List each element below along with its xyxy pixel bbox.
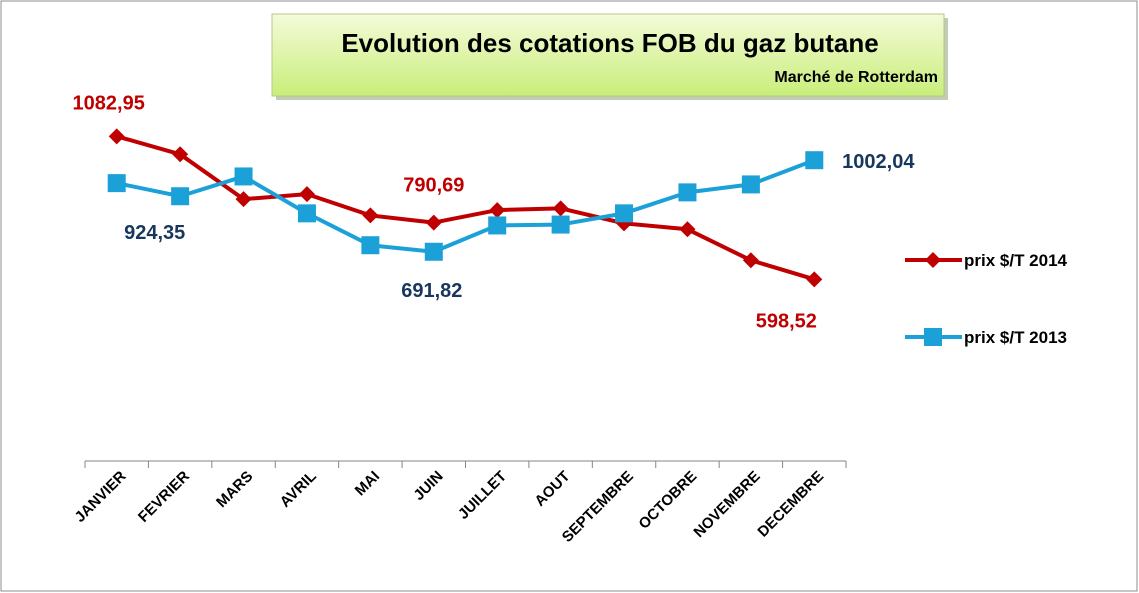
marker xyxy=(171,187,190,206)
marker xyxy=(488,216,507,235)
marker xyxy=(615,204,634,223)
marker xyxy=(678,183,697,202)
marker xyxy=(679,221,696,238)
marker xyxy=(806,271,823,288)
marker xyxy=(805,151,824,170)
marker xyxy=(425,214,442,231)
title-box xyxy=(271,13,945,97)
series-line xyxy=(116,134,815,282)
marker xyxy=(234,167,253,186)
legend-label: prix $/T 2013 xyxy=(964,328,1067,347)
marker xyxy=(107,174,126,193)
marker xyxy=(742,252,759,269)
marker xyxy=(551,215,570,234)
marker xyxy=(361,236,380,255)
data-label: 790,69 xyxy=(403,175,464,197)
marker xyxy=(489,202,506,219)
legend-label: prix $/T 2014 xyxy=(964,251,1068,270)
marker xyxy=(424,242,443,261)
marker xyxy=(552,200,569,217)
data-label: 1082,95 xyxy=(73,92,145,114)
legend-marker xyxy=(925,252,941,268)
data-label: 924,35 xyxy=(124,222,185,244)
data-label: 691,82 xyxy=(401,280,462,302)
chart-subtitle: Marché de Rotterdam xyxy=(774,69,938,86)
chart-title: Evolution des cotations FOB du gaz butan… xyxy=(341,28,878,58)
marker xyxy=(741,175,760,194)
data-label: 1002,04 xyxy=(842,151,915,173)
marker xyxy=(235,191,252,208)
marker xyxy=(297,204,316,223)
marker xyxy=(362,207,379,224)
legend-marker xyxy=(924,328,942,346)
marker xyxy=(298,186,315,203)
series-line xyxy=(116,158,816,254)
data-label: 598,52 xyxy=(756,310,817,332)
marker xyxy=(172,146,189,163)
marker xyxy=(108,128,125,145)
